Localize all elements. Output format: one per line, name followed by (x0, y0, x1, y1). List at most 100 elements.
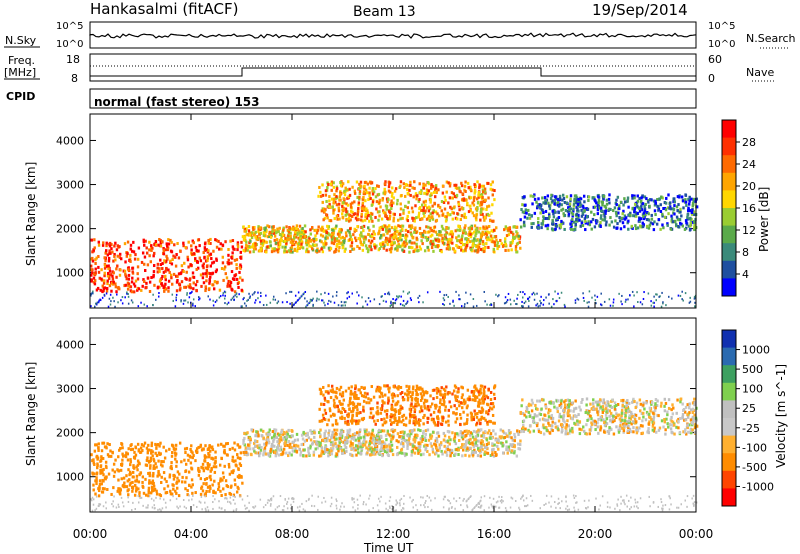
data-cell (399, 202, 402, 206)
data-cell (457, 204, 461, 208)
data-cell (471, 443, 474, 447)
data-cell (661, 214, 664, 218)
data-cell (238, 473, 241, 477)
data-cell (183, 458, 186, 462)
data-cell (230, 261, 233, 265)
data-cell (591, 217, 595, 221)
data-cell (281, 245, 284, 249)
data-cell (462, 198, 466, 202)
data-cell (548, 215, 551, 219)
data-cell (554, 197, 558, 201)
data-cell (472, 445, 476, 449)
data-cell (471, 451, 475, 455)
data-cell (420, 217, 424, 221)
data-cell (135, 478, 139, 482)
data-cell (341, 243, 344, 247)
data-cell (510, 248, 513, 252)
data-cell (431, 233, 434, 237)
data-cell (355, 393, 358, 397)
data-cell (473, 394, 477, 398)
data-cell (92, 272, 96, 276)
data-cell (368, 191, 371, 195)
data-cell (167, 242, 171, 246)
data-cell (97, 448, 100, 452)
data-cell (254, 451, 257, 455)
data-cell (147, 448, 151, 452)
data-cell (481, 240, 485, 244)
data-cell (442, 438, 446, 442)
data-cell (686, 215, 689, 219)
data-cell (459, 218, 463, 222)
data-cell (383, 187, 386, 191)
data-cell (283, 239, 287, 243)
noise-cell (449, 302, 451, 305)
data-cell (453, 249, 457, 253)
data-cell (633, 209, 636, 213)
data-cell (283, 442, 287, 446)
data-cell (227, 465, 231, 469)
data-cell (253, 444, 257, 448)
data-cell (431, 430, 435, 434)
data-cell (332, 443, 335, 447)
data-cell (280, 234, 284, 238)
data-cell (150, 248, 153, 252)
data-cell (469, 185, 472, 189)
data-cell (652, 199, 656, 203)
data-cell (378, 435, 381, 439)
data-cell (390, 246, 393, 250)
data-cell (410, 453, 413, 457)
data-cell (306, 240, 310, 244)
data-cell (457, 200, 460, 204)
data-cell (313, 429, 316, 433)
data-cell (255, 237, 258, 241)
data-cell (294, 443, 298, 447)
data-cell (492, 405, 495, 409)
data-cell (389, 190, 392, 194)
data-cell (139, 446, 143, 450)
data-cell (495, 238, 498, 242)
data-cell (305, 434, 308, 438)
data-cell (690, 197, 693, 201)
data-cell (171, 282, 174, 286)
data-cell (342, 241, 346, 245)
noise-cell (364, 300, 367, 303)
data-cell (296, 233, 299, 237)
data-cell (341, 208, 344, 212)
data-cell (258, 443, 261, 447)
data-cell (144, 239, 147, 243)
data-cell (119, 488, 122, 492)
noise-cell (388, 293, 391, 296)
data-cell (353, 435, 356, 439)
data-cell (434, 210, 438, 214)
noise-cell (442, 302, 444, 305)
data-cell (202, 251, 205, 255)
data-cell (450, 238, 453, 242)
data-cell (108, 249, 111, 253)
data-cell (229, 281, 233, 285)
data-cell (353, 212, 357, 216)
noise-cell (253, 292, 255, 295)
data-cell (126, 458, 130, 462)
data-cell (465, 433, 468, 437)
data-cell (199, 259, 203, 263)
data-cell (453, 435, 457, 439)
data-cell (578, 201, 582, 205)
data-cell (684, 193, 687, 197)
noise-cell (344, 304, 346, 307)
data-cell (327, 418, 330, 422)
data-cell (335, 244, 338, 248)
data-cell (304, 432, 307, 436)
data-cell (456, 212, 459, 216)
data-cell (131, 270, 134, 274)
data-cell (174, 255, 177, 259)
data-cell (479, 195, 483, 199)
data-cell (213, 479, 216, 483)
data-cell (334, 419, 338, 423)
data-cell (90, 268, 93, 272)
noise-cell (227, 301, 230, 304)
data-cell (664, 201, 668, 205)
data-cell (140, 260, 144, 264)
data-cell (93, 449, 97, 453)
y-tick-label: 2000 (56, 223, 84, 236)
data-cell (362, 190, 366, 194)
